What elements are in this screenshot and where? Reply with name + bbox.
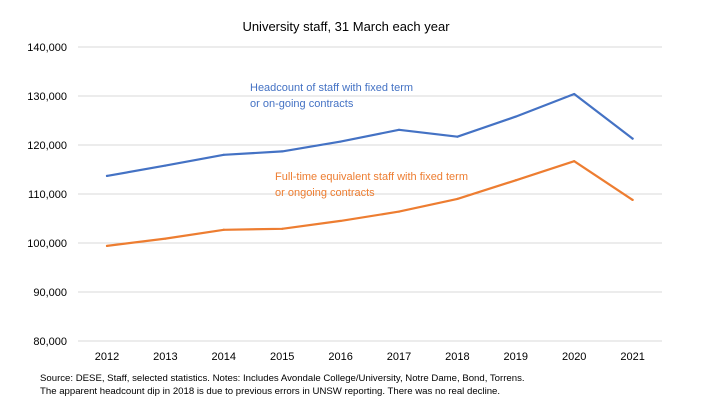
fte-point-2021 [631, 198, 634, 201]
fte-point-2020 [573, 160, 576, 163]
annotation-headcount-line1: Headcount of staff with fixed term [250, 82, 413, 94]
x-tick-label: 2018 [445, 351, 469, 363]
x-axis-tick-labels: 2012 2013 2014 2015 2016 2017 2018 2019 2020 2021 [95, 351, 645, 363]
headcount-point-2018 [456, 135, 459, 138]
chart-footnote: Source: DESE, Staff, selected statistics… [40, 372, 525, 398]
x-tick-label: 2019 [504, 351, 528, 363]
annotation-headcount-line2: or on-going contracts [250, 98, 354, 110]
headcount-point-2017 [397, 128, 401, 131]
y-tick-label: 130,000 [27, 91, 67, 103]
y-tick-label: 100,000 [27, 238, 67, 250]
x-tick-label: 2015 [270, 351, 294, 363]
x-tick-label: 2020 [562, 351, 586, 363]
line-chart: University staff, 31 March each year 80,… [27, 19, 662, 363]
x-tick-label: 2017 [387, 351, 411, 363]
gridlines [78, 46, 662, 342]
annotation-fte-line1: Full-time equivalent staff with fixed te… [275, 171, 468, 183]
y-tick-label: 80,000 [33, 336, 67, 348]
fte-point-2012 [105, 244, 109, 248]
headcount-point-2021 [631, 137, 634, 140]
headcount-point-2012 [105, 174, 109, 177]
headcount-point-2014 [222, 153, 225, 156]
fte-point-2019 [514, 179, 517, 182]
x-tick-label: 2014 [212, 351, 236, 363]
y-tick-label: 90,000 [33, 287, 67, 299]
fte-point-2015 [281, 227, 284, 230]
headcount-point-2016 [339, 140, 342, 143]
footnote-note: The apparent headcount dip in 2018 is du… [40, 386, 501, 397]
fte-point-2013 [164, 237, 167, 240]
annotation-headcount: Headcount of staff with fixed term or on… [250, 82, 416, 110]
headcount-point-2019 [514, 115, 517, 118]
x-tick-label: 2021 [620, 351, 644, 363]
headcount-point-2020 [573, 92, 576, 96]
x-tick-label: 2016 [328, 351, 352, 363]
series-group [105, 92, 634, 248]
fte-point-2018 [456, 197, 459, 200]
chart-title: University staff, 31 March each year [242, 19, 450, 34]
annotation-fte-line2: or ongoing contracts [275, 187, 375, 199]
x-tick-label: 2013 [153, 351, 177, 363]
headcount-point-2015 [281, 150, 284, 153]
footnote-source: Source: DESE, Staff, selected statistics… [40, 373, 525, 384]
headcount-point-2013 [164, 164, 167, 167]
fte-point-2017 [397, 210, 401, 213]
fte-point-2014 [222, 228, 225, 231]
y-tick-label: 110,000 [28, 189, 67, 201]
x-tick-label: 2012 [95, 351, 119, 363]
series-line-fte [105, 160, 634, 247]
y-tick-label: 120,000 [27, 140, 67, 152]
y-axis-tick-labels: 80,000 90,000 100,000 110,000 120,000 130,000… [27, 42, 67, 348]
series-line-headcount [105, 92, 634, 177]
fte-point-2016 [339, 219, 342, 223]
series-annotations: Headcount of staff with fixed term or on… [250, 82, 471, 199]
annotation-fte: Full-time equivalent staff with fixed te… [275, 171, 471, 199]
y-tick-label: 140,000 [27, 42, 67, 54]
